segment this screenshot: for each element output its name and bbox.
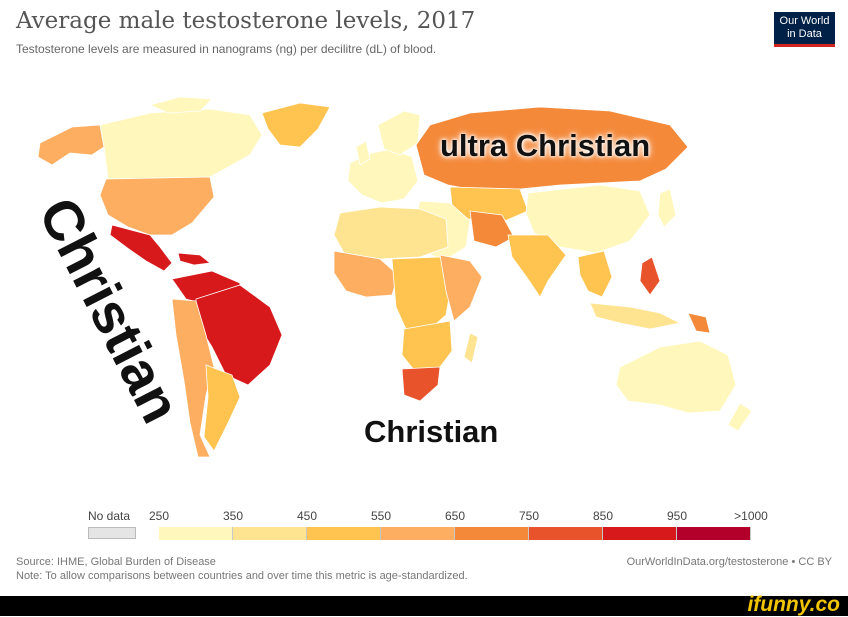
region-papua-new-guinea[interactable] [687,312,711,334]
note-text: Note: To allow comparisons between count… [16,570,468,582]
region-alaska[interactable] [37,124,105,166]
region-japan[interactable] [657,188,677,228]
legend-no-data-label: No data [88,509,131,523]
legend-bin-8[interactable] [677,527,751,540]
source-text: Source: IHME, Global Burden of Disease [16,556,216,568]
legend-color-bins [159,527,751,540]
legend-bin-4[interactable] [381,527,455,540]
region-new-zealand[interactable] [727,402,753,432]
region-uk[interactable] [355,140,371,166]
ifunny-watermark: ifunny.co [747,593,840,616]
legend-tick-label: >1000 [734,509,768,523]
region-canada[interactable] [99,108,263,180]
logo-line-2: in Data [787,28,822,40]
legend-tick-label: 950 [666,509,688,523]
chart-subtitle: Testosterone levels are measured in nano… [16,42,437,56]
legend-tick-label: 350 [222,509,244,523]
legend-bin-5[interactable] [455,527,529,540]
region-north-africa[interactable] [333,206,449,260]
legend-no-data-swatch[interactable] [88,527,136,539]
legend-tick-label: 750 [518,509,540,523]
region-south-africa[interactable] [401,366,441,402]
legend-tick-label: 550 [370,509,392,523]
legend-tick-label: 450 [296,509,318,523]
region-australia[interactable] [615,340,737,414]
region-iran-afghanistan[interactable] [469,210,515,248]
region-usa[interactable] [99,176,215,236]
legend-tick-label: 650 [444,509,466,523]
region-philippines[interactable] [639,256,661,296]
region-southern-cone[interactable] [203,364,241,452]
region-china[interactable] [525,184,651,254]
region-indonesia[interactable] [589,302,682,330]
meme-label-christian-africa: Christian [364,414,499,449]
meme-label-ultra-christian: ultra Christian [440,128,651,163]
legend-bin-7[interactable] [603,527,677,540]
region-east-africa[interactable] [439,254,483,322]
legend-bin-2[interactable] [233,527,307,540]
region-andes[interactable] [171,298,215,458]
logo-line-1: Our World [779,15,830,27]
region-western-europe[interactable] [347,148,419,204]
region-greenland[interactable] [261,102,331,148]
color-legend: No data 250 350 450 550 650 750 850 950 >1000 [0,505,848,540]
chart-title: Average male testosterone levels, 2017 [16,8,476,34]
footer-bar: ifunny.co [0,593,848,616]
region-india[interactable] [507,234,567,298]
legend-bin-3[interactable] [307,527,381,540]
legend-bin-1[interactable] [159,527,233,540]
source-link[interactable]: OurWorldInData.org/testosterone • CC BY [626,556,832,568]
world-map[interactable] [0,85,848,475]
region-west-africa[interactable] [333,250,399,298]
region-madagascar[interactable] [463,332,479,364]
region-southeast-asia[interactable] [577,250,613,298]
region-caribbean[interactable] [177,252,211,266]
legend-tick-label: 850 [592,509,614,523]
owid-logo[interactable]: Our World in Data [774,12,835,47]
legend-bin-6[interactable] [529,527,603,540]
region-scandinavia[interactable] [377,110,421,156]
region-central-america[interactable] [109,224,173,272]
region-southern-africa[interactable] [401,320,453,376]
region-arctic-islands[interactable] [148,96,213,114]
legend-tick-label: 250 [148,509,170,523]
